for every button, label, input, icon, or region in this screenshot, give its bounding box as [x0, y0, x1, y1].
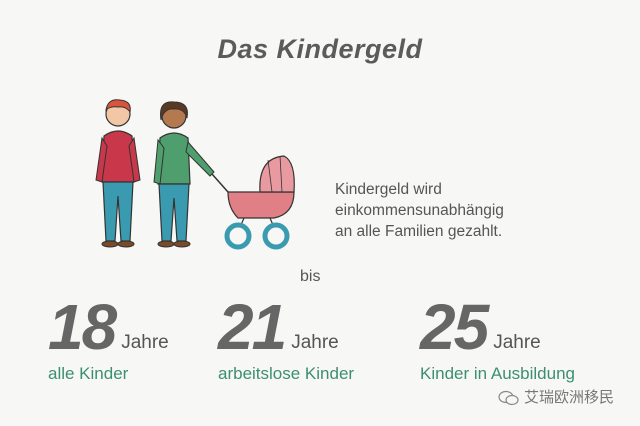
stat-21: 21 Jahre arbeitslose Kinder	[218, 292, 354, 384]
stat-unit: Jahre	[493, 332, 541, 353]
stat-label: alle Kinder	[48, 364, 129, 383]
stat-unit: Jahre	[291, 332, 339, 353]
stat-label: Kinder in Ausbildung	[420, 364, 576, 383]
watermark-text: 艾瑞欧洲移民	[524, 389, 615, 406]
man-figure	[95, 99, 141, 248]
stat-18: 18 Jahre alle Kinder	[48, 292, 169, 384]
stat-label: arbeitslose Kinder	[218, 364, 355, 383]
stat-25: 25 Jahre Kinder in Ausbildung	[420, 292, 575, 384]
bis-label: bis	[300, 268, 321, 285]
watermark: 艾瑞欧洲移民	[498, 386, 614, 407]
stat-number: 25	[420, 291, 489, 363]
page-title: Das Kindergeld	[217, 34, 423, 64]
wechat-icon	[498, 390, 519, 406]
stat-unit: Jahre	[121, 332, 169, 353]
woman-figure	[153, 101, 215, 248]
family-illustration	[95, 99, 295, 250]
stroller-icon	[211, 155, 295, 250]
description-line-3: an alle Familien gezahlt.	[335, 223, 503, 240]
description: Kindergeld wird einkommensunabhängig an …	[335, 179, 504, 242]
stat-number: 21	[218, 291, 287, 363]
description-line-2: einkommensunabhängig	[335, 202, 504, 219]
stat-number: 18	[48, 291, 117, 363]
description-line-1: Kindergeld wird	[335, 181, 442, 198]
